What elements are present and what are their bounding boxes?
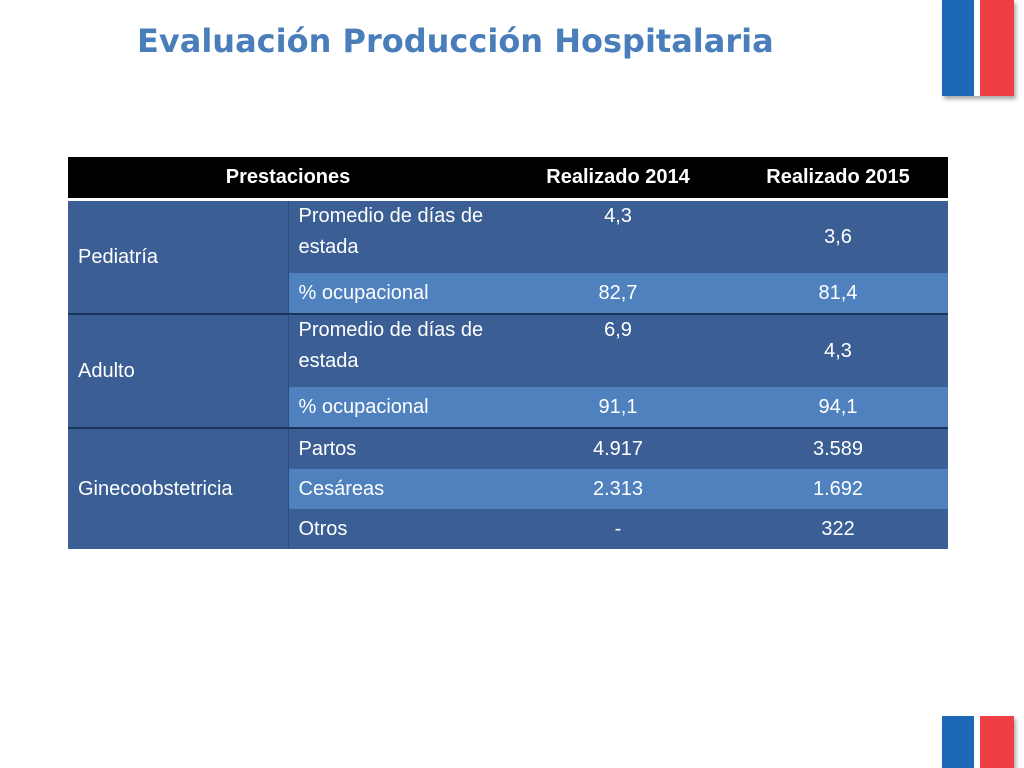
value-2015: 4,3 (728, 313, 949, 387)
group-pediatria: Pediatría (68, 199, 289, 314)
value-2014: 4.917 (508, 427, 729, 469)
group-adulto: Adulto (68, 313, 289, 428)
flag-red-stripe (980, 716, 1014, 768)
table-row: Pediatría Promedio de días de estada 4,3… (68, 199, 949, 314)
header-prestaciones: Prestaciones (68, 157, 509, 201)
value-2014: 2.313 (508, 469, 729, 509)
flag-white-stripe (974, 0, 980, 96)
table-header-row: Prestaciones Realizado 2014 Realizado 20… (68, 157, 949, 201)
row-label: Cesáreas (288, 469, 509, 509)
flag-logo-top (942, 0, 1014, 96)
value-2014: 6,9 (508, 313, 729, 387)
group-ginecoobstetricia: Ginecoobstetricia (68, 427, 289, 549)
flag-blue-stripe (942, 0, 974, 96)
value-2014: - (508, 509, 729, 549)
flag-logo-bottom (942, 716, 1014, 768)
header-realizado-2014: Realizado 2014 (508, 157, 729, 201)
flag-blue-stripe (942, 716, 974, 768)
value-2014: 4,3 (508, 199, 729, 273)
row-label: Otros (288, 509, 509, 549)
table-row: Cesáreas 2.313 1.692 (68, 469, 949, 509)
value-2015: 322 (728, 509, 949, 549)
value-2015: 94,1 (728, 387, 949, 428)
value-2014: 82,7 (508, 273, 729, 314)
slide-title: Evaluación Producción Hospitalaria (137, 22, 774, 60)
table-row: % ocupacional 91,1 94,1 (68, 387, 949, 428)
flag-white-stripe (974, 716, 980, 768)
value-2015: 1.692 (728, 469, 949, 509)
row-label: % ocupacional (288, 273, 509, 314)
table-row: % ocupacional 82,7 81,4 (68, 273, 949, 314)
value-2014: 91,1 (508, 387, 729, 428)
row-label: Promedio de días de estada (288, 199, 509, 273)
row-label: % ocupacional (288, 387, 509, 428)
value-2015: 81,4 (728, 273, 949, 314)
production-table: Prestaciones Realizado 2014 Realizado 20… (68, 157, 949, 549)
table-row: Ginecoobstetricia Partos 4.917 3.589 (68, 427, 949, 549)
value-2015: 3,6 (728, 199, 949, 273)
header-realizado-2015: Realizado 2015 (728, 157, 949, 201)
value-2015: 3.589 (728, 427, 949, 469)
row-label: Partos (288, 427, 509, 469)
row-label: Promedio de días de estada (288, 313, 509, 387)
table-row: Otros - 322 (68, 509, 949, 549)
table-row: Adulto Promedio de días de estada 6,9 4,… (68, 313, 949, 428)
flag-red-stripe (980, 0, 1014, 96)
